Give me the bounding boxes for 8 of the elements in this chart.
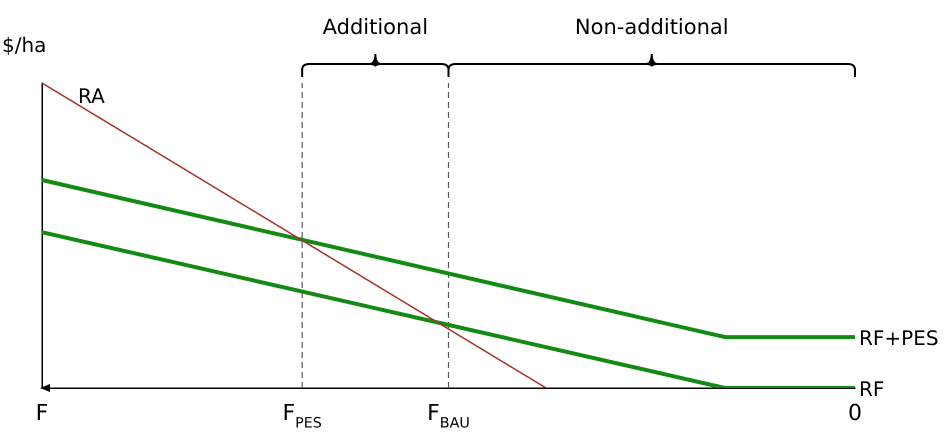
text: Additional <box>322 15 428 39</box>
series-label: RA <box>78 84 106 108</box>
x-tick-label: 0 <box>848 401 862 426</box>
text: Non-additional <box>574 15 729 39</box>
y-axis-title: $/ha <box>2 33 46 57</box>
series-label: RF <box>859 377 884 401</box>
series-label: RF+PES <box>859 326 939 350</box>
x-tick-label: F <box>36 401 48 426</box>
